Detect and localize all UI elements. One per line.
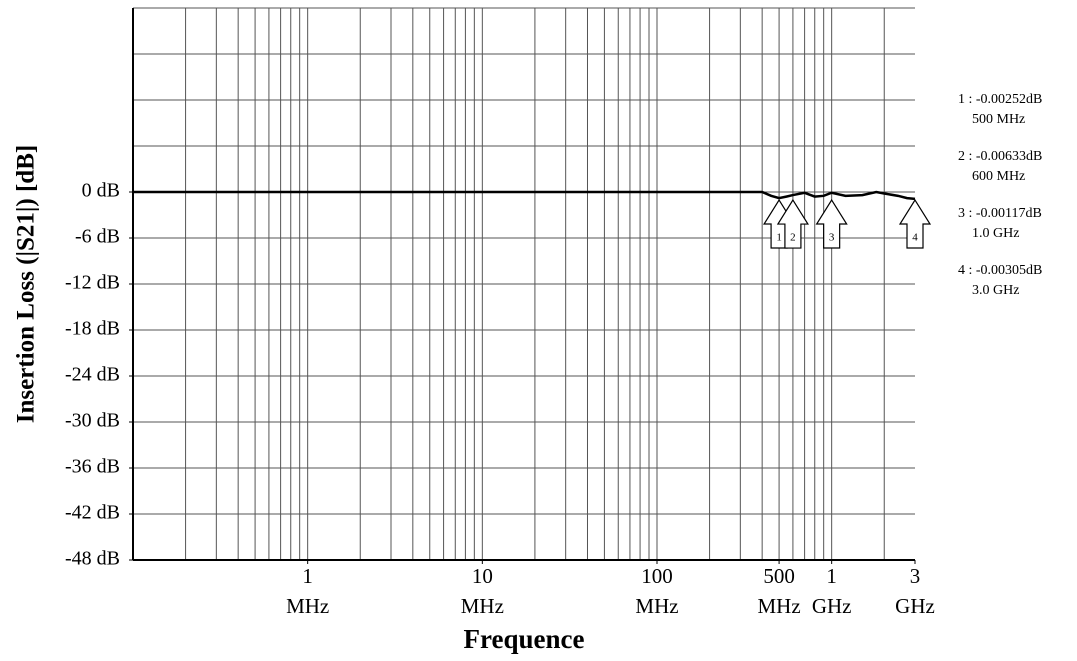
legend-label: 3 <box>958 206 965 221</box>
legend-label: 1 <box>958 92 965 107</box>
x-tick-unit: GHz <box>812 594 852 618</box>
y-tick-label: -18 dB <box>65 318 120 340</box>
legend-frequency: 3.0 GHz <box>972 283 1019 298</box>
legend-value: -0.00252dB <box>976 92 1043 107</box>
marker-number: 1 <box>776 232 782 244</box>
y-tick-label: -48 dB <box>65 548 120 570</box>
legend-entry: 1 : -0.00252dB <box>958 92 1042 107</box>
y-tick-label: -6 dB <box>75 226 120 248</box>
legend-value: -0.00633dB <box>976 149 1043 164</box>
x-tick-label: 500 <box>763 564 795 588</box>
y-tick-label: -24 dB <box>65 364 120 386</box>
data-line <box>133 190 916 201</box>
x-tick-unit: GHz <box>895 594 935 618</box>
marker: 3 <box>815 198 848 249</box>
legend-frequency: 500 MHz <box>972 112 1025 127</box>
x-tick-unit: MHz <box>757 594 800 618</box>
y-tick-label: -42 dB <box>65 502 120 524</box>
legend-label: 2 <box>958 149 965 164</box>
legend-entry: 2 : -0.00633dB <box>958 149 1042 164</box>
x-tick-label: 1 <box>302 564 313 588</box>
legend-separator: : <box>965 92 976 107</box>
legend-frequency: 600 MHz <box>972 169 1025 184</box>
x-tick-label: 3 <box>910 564 921 588</box>
y-axis-title: Insertion Loss (|S21|) [dB] <box>13 145 40 423</box>
legend-separator: : <box>965 263 976 278</box>
y-tick-label: -12 dB <box>65 272 120 294</box>
x-tick-unit: MHz <box>286 594 329 618</box>
legend-frequency: 1.0 GHz <box>972 226 1019 241</box>
y-tick-label: -36 dB <box>65 456 120 478</box>
x-axis-title: Frequence <box>464 624 585 654</box>
x-tick-label: 100 <box>641 564 673 588</box>
legend-separator: : <box>965 149 976 164</box>
x-tick-label: 10 <box>472 564 493 588</box>
y-tick-label: 0 dB <box>82 180 120 202</box>
x-tick-unit: MHz <box>635 594 678 618</box>
marker-arrow <box>815 198 848 249</box>
marker-arrow <box>898 198 932 249</box>
marker-arrow <box>776 198 809 249</box>
marker-number: 2 <box>790 232 796 244</box>
legend-separator: : <box>965 206 976 221</box>
x-tick-label: 1 <box>826 564 837 588</box>
x-tick-unit: MHz <box>461 594 504 618</box>
y-tick-label: -30 dB <box>65 410 120 432</box>
marker: 4 <box>898 198 932 249</box>
marker-number: 4 <box>912 232 918 244</box>
legend-value: -0.00117dB <box>976 206 1042 221</box>
legend-label: 4 <box>958 263 965 278</box>
legend-entry: 3 : -0.00117dB <box>958 206 1042 221</box>
legend-value: -0.00305dB <box>976 263 1043 278</box>
marker: 2 <box>776 198 809 249</box>
marker-number: 3 <box>829 232 835 244</box>
legend-entry: 4 : -0.00305dB <box>958 263 1042 278</box>
